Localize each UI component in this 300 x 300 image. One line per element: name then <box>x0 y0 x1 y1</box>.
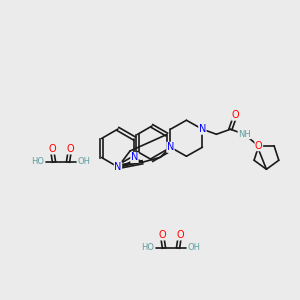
Text: O: O <box>176 230 184 240</box>
Text: N: N <box>114 162 122 172</box>
Text: HO: HO <box>32 158 44 166</box>
Text: OH: OH <box>188 244 200 253</box>
Text: N: N <box>199 124 206 134</box>
Text: HO: HO <box>142 244 154 253</box>
Text: N: N <box>131 152 138 163</box>
Text: OH: OH <box>77 158 91 166</box>
Text: O: O <box>232 110 239 120</box>
Text: O: O <box>158 230 166 240</box>
Text: O: O <box>66 144 74 154</box>
Text: O: O <box>48 144 56 154</box>
Text: O: O <box>255 141 262 151</box>
Text: NH: NH <box>238 130 251 139</box>
Text: N: N <box>167 142 174 152</box>
